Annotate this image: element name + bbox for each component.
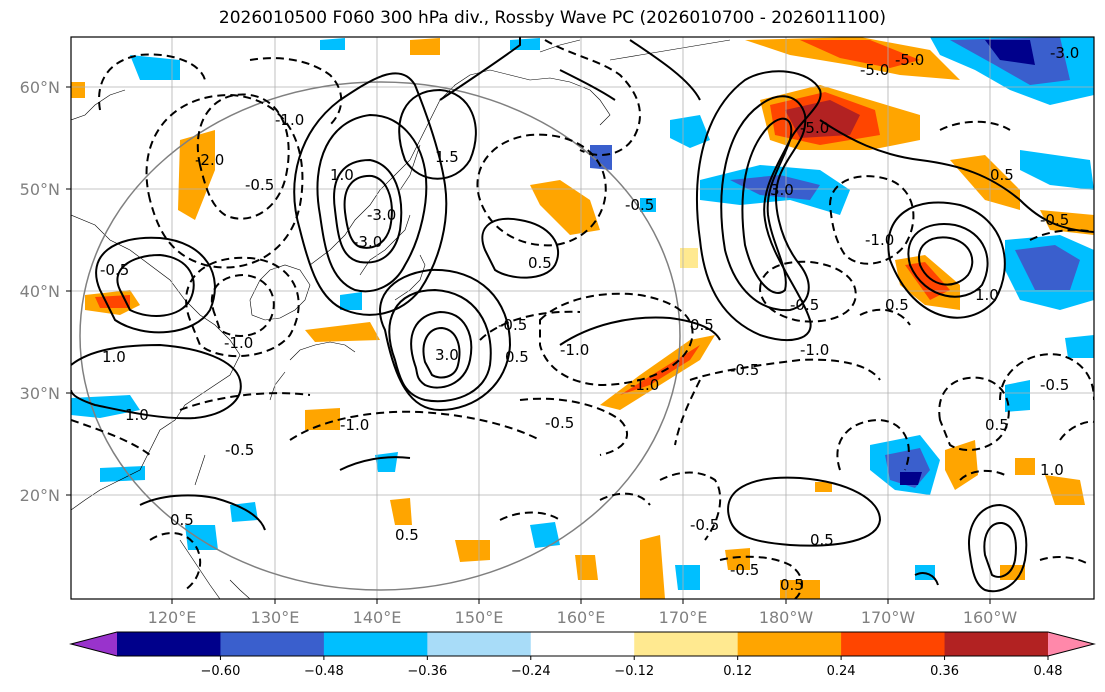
colorbar-label: −0.12 <box>614 664 654 679</box>
lat-label: 30°N <box>20 384 60 403</box>
negative-contours <box>71 39 1094 599</box>
contour-label: 0.5 <box>885 296 909 314</box>
lon-label: 170°E <box>659 608 708 627</box>
contour-label: -1.0 <box>630 376 659 394</box>
contour-labels: -5.0 3.0 -1.0 1.5 -0.5 1.0 0.5 -3.0 -1.0… <box>100 44 1079 594</box>
contour-label: 1.0 <box>1040 461 1064 479</box>
colorbar-cell <box>944 632 1049 656</box>
colorbar-label: −0.60 <box>201 664 241 679</box>
lon-label: 160°W <box>963 608 1018 627</box>
contour-label: -1.0 <box>800 341 829 359</box>
contour-label: -0.5 <box>1040 211 1069 229</box>
contour-label: 1.0 <box>125 406 149 424</box>
contour-label: 3.0 <box>435 346 459 364</box>
lon-label: 140°E <box>353 608 402 627</box>
contour-label: 0.5 <box>395 526 419 544</box>
colorbar-cell <box>220 632 325 656</box>
lat-label: 40°N <box>20 282 60 301</box>
contour-label: -0.5 <box>225 441 254 459</box>
colorbar-cell <box>530 632 635 656</box>
colorbar-cell <box>117 632 221 656</box>
colorbar-cells <box>71 632 1094 656</box>
contour-label: -0.5 <box>545 414 574 432</box>
colorbar-cell <box>427 632 532 656</box>
contour-label: 1.0 <box>330 166 354 184</box>
colorbar-outline <box>69 631 1096 657</box>
lon-label: 120°E <box>148 608 197 627</box>
colorbar-label: 0.48 <box>1034 664 1063 679</box>
colorbar-label: −0.36 <box>407 664 447 679</box>
contour-label: -0.5 <box>498 316 527 334</box>
map-frame <box>70 36 1095 600</box>
colorbar-label: 0.12 <box>723 664 752 679</box>
lon-label: 180°W <box>759 608 814 627</box>
colorbar-cell <box>634 632 739 656</box>
lon-label: 150°E <box>455 608 504 627</box>
contour-label: -3.0 <box>367 206 396 224</box>
colorbar-extend-high <box>1048 632 1094 656</box>
contour-label: 0.5 <box>170 511 194 529</box>
contour-label: -0.5 <box>1040 376 1069 394</box>
colorbar-cell <box>323 632 428 656</box>
contour-label: 0.5 <box>780 576 804 594</box>
lat-label: 20°N <box>20 486 60 505</box>
contour-label: -0.5 <box>245 176 274 194</box>
contour-label: -1.0 <box>275 111 304 129</box>
contour-label: -3.0 <box>1050 44 1079 62</box>
contour-label: 0.5 <box>505 348 529 366</box>
longitude-labels: 120°E 130°E 140°E 150°E 160°E 170°E 180°… <box>148 608 1018 627</box>
colorbar-label: 0.36 <box>930 664 959 679</box>
contour-label: 3.0 <box>770 181 794 199</box>
lon-label: 160°E <box>557 608 606 627</box>
contour-label: 0.5 <box>528 254 552 272</box>
contour-label: -1.0 <box>224 334 253 352</box>
lon-label: 170°W <box>861 608 916 627</box>
contour-label: -1.0 <box>340 416 369 434</box>
contour-label: 1.5 <box>435 148 459 166</box>
reference-circle <box>79 81 681 591</box>
colorbar: −0.60 −0.48 −0.36 −0.24 −0.12 0.12 0.24 0.36 0.4… <box>69 631 1096 679</box>
positive-contours <box>71 37 1094 593</box>
colorbar-label: 0.24 <box>827 664 856 679</box>
gridlines <box>71 37 1094 599</box>
colorbar-cell <box>737 632 842 656</box>
contour-label: -0.5 <box>100 261 129 279</box>
map-title: 2026010500 F060 300 hPa div., Rossby Wav… <box>218 8 887 28</box>
contour-label: -1.0 <box>560 341 589 359</box>
contour-label: -5.0 <box>895 51 924 69</box>
colorbar-extend-low <box>71 632 117 656</box>
shaded-divergence-areas <box>71 37 1094 599</box>
lon-label: 130°E <box>251 608 300 627</box>
contour-label: -1.0 <box>865 231 894 249</box>
lat-label: 50°N <box>20 180 60 199</box>
colorbar-cell <box>841 632 946 656</box>
map-area: -5.0 3.0 -1.0 1.5 -0.5 1.0 0.5 -3.0 -1.0… <box>71 37 1094 599</box>
contour-label: -5.0 <box>860 61 889 79</box>
latitude-labels: 60°N 50°N 40°N 30°N 20°N <box>20 78 60 505</box>
contour-label: -0.5 <box>790 296 819 314</box>
contour-label: -0.5 <box>730 561 759 579</box>
colorbar-label: −0.24 <box>511 664 551 679</box>
axis-ticks <box>66 86 991 604</box>
contour-label: -0.5 <box>625 196 654 214</box>
contour-label: -0.5 <box>730 361 759 379</box>
colorbar-labels: −0.60 −0.48 −0.36 −0.24 −0.12 0.12 0.24 0.36 0.4… <box>201 656 1063 679</box>
contour-label: -3.0 <box>353 233 382 251</box>
lat-label: 60°N <box>20 78 60 97</box>
contour-label: 0.5 <box>690 316 714 334</box>
contour-label: -2.0 <box>195 151 224 169</box>
contour-label: 0.5 <box>810 531 834 549</box>
contour-label: 0.5 <box>985 416 1009 434</box>
contour-label: 0.5 <box>990 166 1014 184</box>
contour-label: 1.0 <box>102 348 126 366</box>
contour-label: -5.0 <box>800 119 829 137</box>
colorbar-label: −0.48 <box>304 664 344 679</box>
contour-label: -0.5 <box>690 516 719 534</box>
contour-label: 1.0 <box>975 286 999 304</box>
